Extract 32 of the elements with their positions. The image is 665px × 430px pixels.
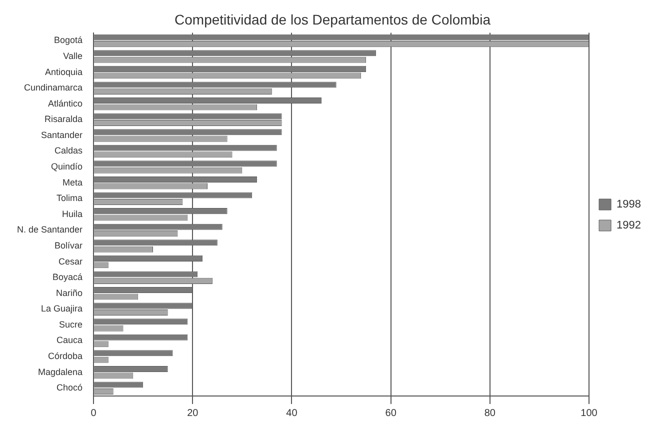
- legend-label: 1998: [616, 198, 642, 211]
- y-tick-label: N. de Santander: [17, 224, 83, 235]
- y-tick-label: Quindío: [51, 162, 83, 172]
- x-tick-label: 0: [90, 408, 97, 419]
- y-tick-label: Atlántico: [48, 98, 83, 108]
- y-tick-label: Tolima: [56, 193, 83, 204]
- y-tick-label: Córdoba: [48, 351, 83, 362]
- y-tick-label: Valle: [63, 50, 83, 61]
- y-tick-label: Huila: [62, 208, 83, 219]
- y-tick-label: Bolívar: [54, 240, 83, 250]
- y-tick-label: Boyacá: [52, 272, 83, 282]
- y-tick-label: La Guajira: [41, 304, 83, 314]
- x-tick-label: 80: [484, 408, 496, 419]
- y-tick-label: Nariño: [56, 288, 83, 298]
- y-tick-label: Santander: [41, 130, 83, 140]
- x-tick-label: 100: [580, 408, 598, 419]
- y-tick-label: Sucre: [59, 319, 83, 330]
- y-tick-label: Chocó: [56, 382, 83, 393]
- y-tick-label: Cundinamarca: [24, 82, 83, 93]
- y-tick-label: Bogotá: [54, 35, 83, 46]
- x-tick-label: 60: [385, 408, 397, 419]
- chart-title: Competitividad de los Departamentos de Colombia: [174, 11, 491, 28]
- y-tick-label: Cesar: [58, 256, 83, 266]
- y-tick-label: Magdalena: [38, 366, 83, 377]
- y-tick-label: Risaralda: [44, 114, 83, 124]
- y-tick-label: Antioquia: [45, 66, 83, 77]
- y-tick-label: Caldas: [54, 146, 84, 156]
- y-tick-label: Meta: [62, 177, 83, 188]
- x-tick-label: 40: [286, 408, 298, 419]
- legend-label: 1992: [616, 220, 642, 232]
- x-tick-label: 20: [187, 408, 199, 419]
- y-tick-label: Cauca: [56, 335, 83, 346]
